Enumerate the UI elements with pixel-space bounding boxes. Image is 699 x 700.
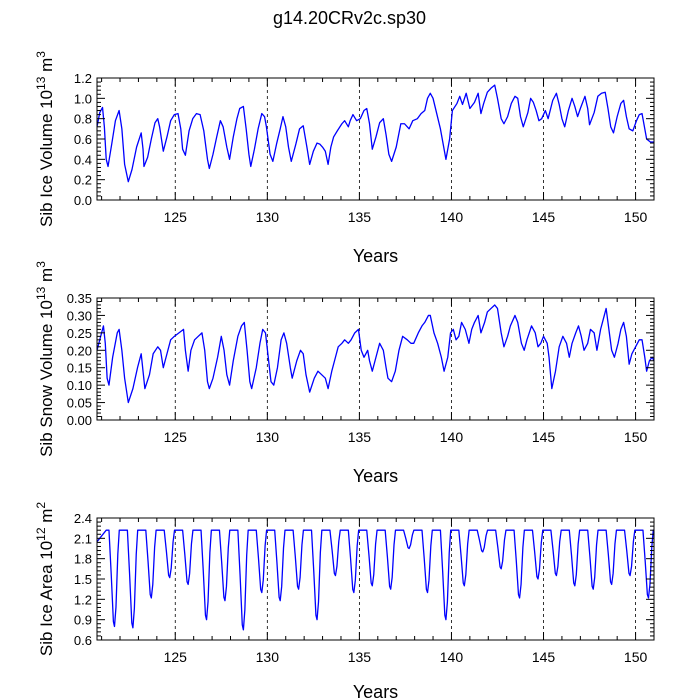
figure-title: g14.20CRv2c.sp30 <box>273 8 426 28</box>
y-axis-label: Sib Ice Volume 1013 m3 <box>34 51 56 227</box>
y-label-unit-exponent: 3 <box>34 261 48 268</box>
y-tick-label: 0.05 <box>67 396 92 411</box>
y-label-unit-exponent: 2 <box>34 502 48 509</box>
y-label-exponent: 13 <box>34 76 48 90</box>
y-axis-label: Sib Ice Area 1012 m2 <box>34 502 56 657</box>
y-tick-label: 1.0 <box>74 91 92 106</box>
x-tick-label: 130 <box>256 429 280 445</box>
y-label-text: Sib Ice Area 10 <box>37 541 56 656</box>
y-tick-label: 0.25 <box>67 326 92 341</box>
y-tick-label: 0.2 <box>74 173 92 188</box>
y-label-text: Sib Snow Volume 10 <box>37 300 56 457</box>
y-label-unit: m <box>37 509 56 528</box>
x-tick-label: 140 <box>440 649 464 665</box>
x-tick-label: 135 <box>348 209 372 225</box>
x-tick-label: 150 <box>624 209 648 225</box>
y-tick-label: 0.0 <box>74 193 92 208</box>
chart-panel-3: 125 130 135 140 145 150 0.6 0.9 1.2 1.5 1.8 2.1 2.4 Y… <box>34 502 655 700</box>
y-label-exponent: 13 <box>34 286 48 300</box>
y-axis-label: Sib Snow Volume 1013 m3 <box>34 261 56 457</box>
x-tick-label: 125 <box>164 429 188 445</box>
y-tick-label: 0.20 <box>67 343 92 358</box>
y-tick-label: 1.2 <box>74 71 92 86</box>
x-tick-label: 150 <box>624 429 648 445</box>
x-tick-label: 140 <box>440 209 464 225</box>
x-tick-label: 125 <box>164 209 188 225</box>
x-tick-label: 150 <box>624 649 648 665</box>
y-tick-label: 0.35 <box>67 291 92 306</box>
x-tick-label: 140 <box>440 429 464 445</box>
plot-frame <box>96 297 655 421</box>
y-label-exponent: 12 <box>34 527 48 541</box>
x-axis-label: Years <box>353 466 398 486</box>
series-line <box>97 84 654 183</box>
y-tick-label: 0.8 <box>74 112 92 127</box>
y-tick-label: 1.8 <box>74 552 92 567</box>
y-tick-label: 1.5 <box>74 572 92 587</box>
y-tick-label: 0.30 <box>67 308 92 323</box>
y-label-unit: m <box>37 58 56 77</box>
y-label-unit: m <box>37 268 56 287</box>
x-tick-label: 145 <box>532 209 556 225</box>
y-tick-label: 0.9 <box>74 613 92 628</box>
x-tick-label: 125 <box>164 649 188 665</box>
x-axis-label: Years <box>353 246 398 266</box>
series-line <box>97 304 654 404</box>
series-line <box>97 529 654 631</box>
y-tick-label: 0.15 <box>67 361 92 376</box>
x-tick-label: 145 <box>532 649 556 665</box>
x-tick-label: 135 <box>348 649 372 665</box>
y-label-unit-exponent: 3 <box>34 51 48 58</box>
y-tick-label: 0.6 <box>74 633 92 648</box>
x-tick-label: 135 <box>348 429 372 445</box>
chart-panels: 125 130 135 140 145 150 0.0 0.2 0.4 0.6 0.8 1.0 1.2 Y… <box>34 51 655 700</box>
y-tick-label: 2.4 <box>74 511 92 526</box>
y-tick-label: 0.10 <box>67 378 92 393</box>
y-tick-label: 1.2 <box>74 592 92 607</box>
y-tick-label: 0.4 <box>74 152 92 167</box>
y-tick-label: 0.6 <box>74 132 92 147</box>
x-tick-label: 130 <box>256 209 280 225</box>
x-tick-label: 145 <box>532 429 556 445</box>
y-tick-label: 2.1 <box>74 531 92 546</box>
y-tick-label: 0.00 <box>67 413 92 428</box>
y-label-text: Sib Ice Volume 10 <box>37 90 56 227</box>
chart-panel-1: 125 130 135 140 145 150 0.0 0.2 0.4 0.6 0.8 1.0 1.2 Y… <box>34 51 655 266</box>
x-axis-label: Years <box>353 682 398 700</box>
x-tick-label: 130 <box>256 649 280 665</box>
chart-panel-2: 125 130 135 140 145 150 0.00 0.05 0.10 0.15 0.20 0.… <box>34 261 655 486</box>
